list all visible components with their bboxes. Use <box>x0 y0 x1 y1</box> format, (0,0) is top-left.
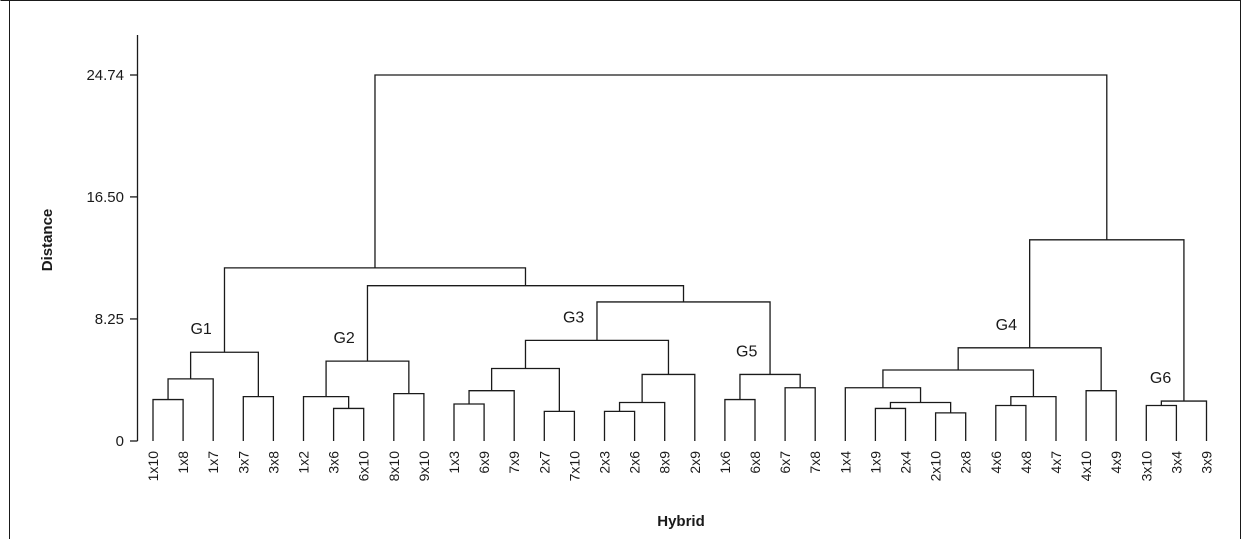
leaf-label: 4x6 <box>988 451 1004 474</box>
branch-d2 <box>784 387 816 441</box>
branch-c3 <box>543 410 576 441</box>
branch-g6 <box>1160 400 1208 441</box>
branch-a1 <box>152 398 184 441</box>
leaf-label: 3x9 <box>1199 451 1215 474</box>
leaf-label: 6x8 <box>747 451 763 474</box>
leaf-label: 4x10 <box>1078 451 1094 482</box>
leaf-label: 3x10 <box>1138 451 1154 482</box>
leaf-label: 6x10 <box>356 451 372 482</box>
leaf-label: 7x8 <box>807 451 823 474</box>
leaf-label: 2x3 <box>597 451 613 474</box>
leaf-label: 3x4 <box>1168 451 1184 474</box>
branch-g3 <box>524 339 670 375</box>
branch-a3 <box>242 395 275 441</box>
branch-c7 <box>641 373 696 441</box>
branch-a2 <box>167 378 214 441</box>
leaf-label: 8x9 <box>657 451 673 474</box>
leaf-label: 2x4 <box>898 451 914 474</box>
branch-e6 <box>1010 395 1057 441</box>
branch-root <box>374 74 1108 268</box>
branch-c5 <box>603 410 636 441</box>
branch-e8 <box>1085 390 1117 441</box>
branch-b1 <box>332 407 365 441</box>
group-label-g4: G4 <box>996 317 1017 334</box>
branch-g5 <box>739 373 801 400</box>
branch-m2 <box>366 285 685 362</box>
y-tick-label: 24.74 <box>86 67 124 84</box>
leaf-label: 1x4 <box>837 451 853 474</box>
leaf-label: 4x7 <box>1048 451 1064 474</box>
leaf-label: 2x7 <box>536 451 552 474</box>
branch-f1 <box>1145 404 1178 441</box>
y-axis-ticks: 0 8.25 16.50 24.74 <box>86 67 138 450</box>
leaf-label: 1x8 <box>175 451 191 474</box>
branch-c6 <box>618 401 666 441</box>
leaf-label: 7x10 <box>566 451 582 482</box>
group-label-g1: G1 <box>190 321 211 338</box>
leaf-label: 3x7 <box>235 451 251 474</box>
leaf-labels: 1x10 1x8 1x7 3x7 3x8 1x2 3x6 6x10 8x10 9x10 1x3 6x9… <box>145 451 1215 482</box>
group-label-g2: G2 <box>333 330 354 347</box>
leaf-label: 2x10 <box>928 451 944 482</box>
branch-m3 <box>223 267 527 353</box>
leaf-label: 1x6 <box>717 451 733 474</box>
leaf-label: 2x9 <box>687 451 703 474</box>
leaf-label: 4x9 <box>1108 451 1124 474</box>
branch-c2 <box>468 390 515 441</box>
leaf-label: 3x8 <box>265 451 281 474</box>
leaf-label: 6x7 <box>777 451 793 474</box>
leaf-label: 9x10 <box>416 451 432 482</box>
branch-m4 <box>1029 239 1185 402</box>
y-tick-label: 16.50 <box>86 189 124 206</box>
leaf-label: 3x6 <box>326 451 342 474</box>
branch-b2 <box>302 395 350 441</box>
leaf-label: 6x9 <box>476 451 492 474</box>
group-labels: G1 G2 G3 G5 G4 G6 <box>190 309 1171 387</box>
y-tick-label: 8.25 <box>95 311 124 328</box>
leaf-label: 2x8 <box>958 451 974 474</box>
branch-b3 <box>393 393 425 441</box>
branch-g4 <box>957 347 1102 391</box>
group-label-g5: G5 <box>736 343 757 360</box>
branch-g1 <box>189 351 259 397</box>
branch-c1 <box>453 403 485 441</box>
leaf-label: 2x6 <box>627 451 643 474</box>
x-axis-title: Hybrid <box>657 513 705 530</box>
leaf-label: 1x7 <box>205 451 221 474</box>
leaf-label: 8x10 <box>386 451 402 482</box>
leaf-label: 7x9 <box>506 451 522 474</box>
group-label-g6: G6 <box>1150 370 1171 387</box>
branch-d1 <box>724 398 756 441</box>
group-label-g3: G3 <box>563 309 584 326</box>
branch-g2 <box>325 360 410 397</box>
branch-c4 <box>490 367 560 412</box>
branch-e2 <box>934 412 967 441</box>
branch-e7 <box>882 369 1035 397</box>
leaf-label: 1x10 <box>145 451 161 482</box>
y-tick-label: 0 <box>116 433 124 450</box>
leaf-label: 1x9 <box>867 451 883 474</box>
y-axis-title: Distance <box>39 209 56 272</box>
branch-e1 <box>874 407 907 441</box>
leaf-label: 1x2 <box>296 451 312 474</box>
branch-e4 <box>844 387 922 441</box>
leaf-label: 4x8 <box>1018 451 1034 474</box>
dendrogram-branches <box>152 74 1208 441</box>
branch-e5 <box>995 404 1027 441</box>
branch-m1 <box>596 301 771 375</box>
branch-e3 <box>889 401 952 413</box>
leaf-label: 1x3 <box>446 451 462 474</box>
